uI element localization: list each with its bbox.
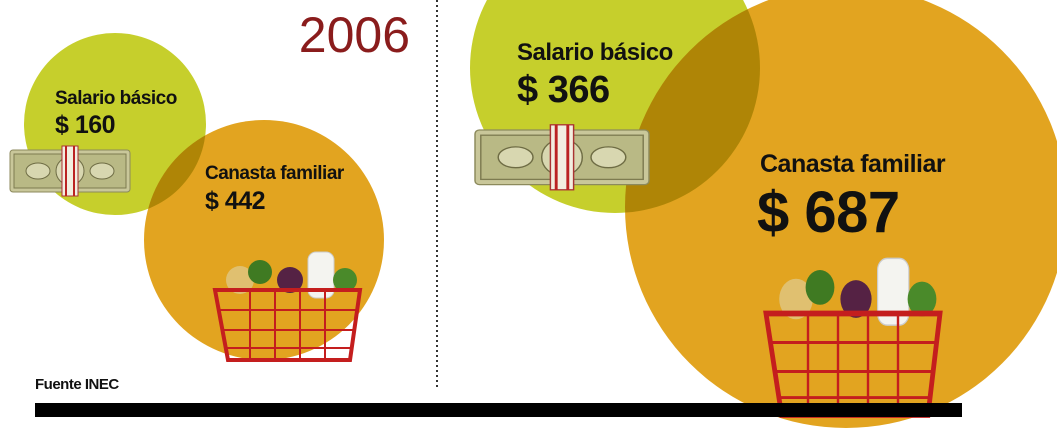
salary-label: Salario básico xyxy=(55,88,177,109)
page: 2006 Salario básico $ 160 Canasta famili… xyxy=(0,0,1057,429)
basket-label: Canasta familiar xyxy=(205,163,345,184)
basket-label: Canasta familiar xyxy=(760,150,946,178)
basket-amount: $ 687 xyxy=(757,180,900,245)
basket-amount: $ 442 xyxy=(205,187,265,215)
money-icon xyxy=(475,125,649,190)
salary-amount: $ 160 xyxy=(55,111,115,139)
money-icon xyxy=(10,146,130,196)
basket-circle xyxy=(144,120,384,360)
source: Fuente INEC xyxy=(35,376,119,393)
infographic: 2006 Salario básico $ 160 Canasta famili… xyxy=(0,0,1057,429)
salary-amount: $ 366 xyxy=(517,69,610,111)
salary-label: Salario básico xyxy=(517,39,673,66)
year: 2006 xyxy=(299,7,410,63)
bottom-bar xyxy=(35,403,962,417)
